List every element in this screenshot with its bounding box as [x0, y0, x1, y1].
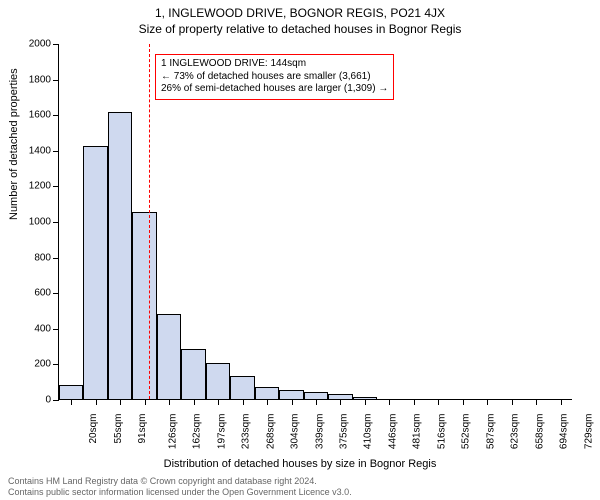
x-tick-label: 339sqm	[314, 414, 325, 450]
histogram-bar	[157, 314, 181, 399]
x-tick-label: 694sqm	[559, 414, 570, 450]
histogram-bar	[108, 112, 132, 399]
property-marker-line	[149, 44, 150, 399]
footer-line-1: Contains HM Land Registry data © Crown c…	[8, 476, 592, 487]
chart-area: 020040060080010001200140016001800200020s…	[58, 44, 572, 400]
y-tick	[53, 151, 59, 152]
y-tick-label: 0	[19, 395, 51, 406]
x-tick-label: 197sqm	[216, 414, 227, 450]
histogram-bar	[304, 392, 328, 399]
x-tick-label: 20sqm	[88, 414, 99, 444]
annotation-line: 1 INGLEWOOD DRIVE: 144sqm	[161, 58, 388, 71]
x-tick-label: 304sqm	[290, 414, 301, 450]
histogram-bar	[279, 390, 303, 399]
x-tick-label: 481sqm	[412, 414, 423, 450]
x-tick	[243, 399, 244, 405]
x-tick	[316, 399, 317, 405]
x-tick-label: 410sqm	[363, 414, 374, 450]
x-tick-label: 126sqm	[167, 414, 178, 450]
x-tick	[145, 399, 146, 405]
y-tick-label: 800	[19, 252, 51, 263]
x-tick-label: 233sqm	[241, 414, 252, 450]
y-tick	[53, 329, 59, 330]
attribution-footer: Contains HM Land Registry data © Crown c…	[8, 476, 592, 498]
y-tick-label: 1400	[19, 145, 51, 156]
x-tick-label: 729sqm	[583, 414, 594, 450]
x-tick-label: 91sqm	[137, 414, 148, 444]
x-tick-label: 268sqm	[265, 414, 276, 450]
y-axis-label: Number of detached properties	[8, 68, 20, 220]
histogram-bar	[230, 376, 254, 399]
x-tick-label: 623sqm	[510, 414, 521, 450]
y-tick-label: 1200	[19, 181, 51, 192]
x-axis-label: Distribution of detached houses by size …	[0, 458, 600, 470]
x-tick	[267, 399, 268, 405]
y-tick-label: 200	[19, 359, 51, 370]
y-tick	[53, 293, 59, 294]
x-tick	[96, 399, 97, 405]
y-tick-label: 400	[19, 323, 51, 334]
y-tick	[53, 44, 59, 45]
x-tick	[218, 399, 219, 405]
x-tick-label: 162sqm	[192, 414, 203, 450]
footer-line-2: Contains public sector information licen…	[8, 487, 592, 498]
x-tick	[561, 399, 562, 405]
address-title: 1, INGLEWOOD DRIVE, BOGNOR REGIS, PO21 4…	[0, 0, 600, 20]
x-tick-label: 446sqm	[388, 414, 399, 450]
chart-titles: 1, INGLEWOOD DRIVE, BOGNOR REGIS, PO21 4…	[0, 0, 600, 36]
y-tick	[53, 115, 59, 116]
histogram-bar	[83, 146, 107, 399]
x-tick	[438, 399, 439, 405]
y-tick-label: 2000	[19, 39, 51, 50]
histogram-bar	[59, 385, 83, 399]
y-tick	[53, 80, 59, 81]
x-tick	[414, 399, 415, 405]
x-tick	[365, 399, 366, 405]
property-annotation-box: 1 INGLEWOOD DRIVE: 144sqm← 73% of detach…	[155, 54, 394, 100]
plot-region: 020040060080010001200140016001800200020s…	[58, 44, 572, 400]
y-tick	[53, 364, 59, 365]
y-tick	[53, 400, 59, 401]
x-tick-label: 516sqm	[436, 414, 447, 450]
y-tick	[53, 186, 59, 187]
x-tick	[340, 399, 341, 405]
x-tick	[389, 399, 390, 405]
x-tick-label: 552sqm	[461, 414, 472, 450]
annotation-line: 26% of semi-detached houses are larger (…	[161, 83, 388, 96]
y-tick-label: 1800	[19, 74, 51, 85]
annotation-line: ← 73% of detached houses are smaller (3,…	[161, 71, 388, 84]
x-tick	[169, 399, 170, 405]
y-tick	[53, 258, 59, 259]
x-tick-label: 658sqm	[534, 414, 545, 450]
x-tick	[487, 399, 488, 405]
histogram-bar	[255, 387, 279, 399]
x-tick	[512, 399, 513, 405]
x-tick-label: 375sqm	[339, 414, 350, 450]
x-tick-label: 587sqm	[485, 414, 496, 450]
x-tick	[292, 399, 293, 405]
y-tick-label: 1000	[19, 217, 51, 228]
x-tick-label: 55sqm	[113, 414, 124, 444]
x-tick	[194, 399, 195, 405]
x-tick	[71, 399, 72, 405]
histogram-bar	[132, 212, 156, 399]
y-tick	[53, 222, 59, 223]
y-tick-label: 1600	[19, 110, 51, 121]
x-tick	[463, 399, 464, 405]
x-tick	[120, 399, 121, 405]
y-tick-label: 600	[19, 288, 51, 299]
subtitle: Size of property relative to detached ho…	[0, 20, 600, 36]
histogram-bar	[206, 363, 230, 399]
histogram-bar	[181, 349, 205, 399]
x-tick	[536, 399, 537, 405]
